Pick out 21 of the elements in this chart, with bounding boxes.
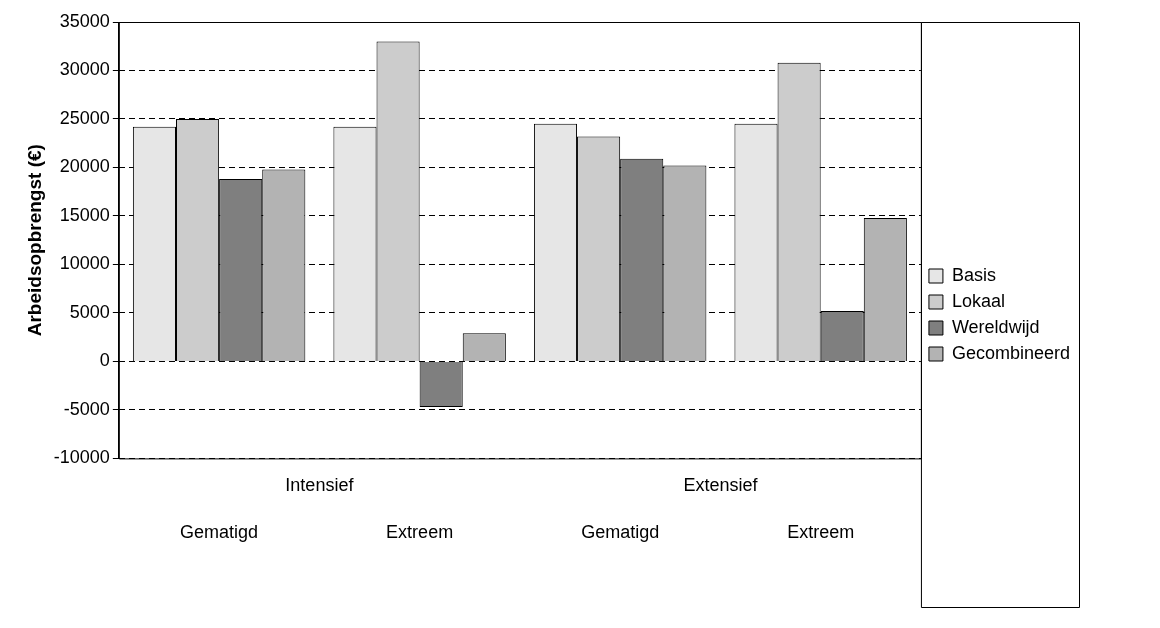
legend-label: Gecombineerd [951, 342, 1071, 363]
x-tick-label: Gematigd [581, 522, 660, 543]
legend-label: Basis [951, 264, 996, 285]
x-tick-label: Gematigd [180, 522, 259, 543]
text: Intensief [285, 475, 355, 496]
y-tick-label: 35000 [59, 10, 110, 31]
y-tick-label: 0 [99, 350, 110, 371]
text: Extensief [683, 475, 759, 496]
y-tick-label: 20000 [59, 156, 110, 177]
y-tick-label: 5000 [69, 301, 110, 322]
x-tick-label: Extreem [787, 522, 855, 543]
y-tick-label: -10000 [53, 447, 110, 468]
x-tick-label: Extreem [386, 522, 454, 543]
y-axis-title: Arbeidsopbrengst (€) [23, 144, 45, 337]
y-tick-label: 30000 [59, 59, 110, 80]
y-tick-label: 25000 [59, 107, 110, 128]
y-tick-label: 15000 [59, 204, 110, 225]
y-tick-label: -5000 [63, 398, 110, 419]
legend-label: Wereldwijd [951, 316, 1040, 337]
y-tick-label: 10000 [59, 253, 110, 274]
legend-label: Lokaal [951, 290, 1005, 311]
